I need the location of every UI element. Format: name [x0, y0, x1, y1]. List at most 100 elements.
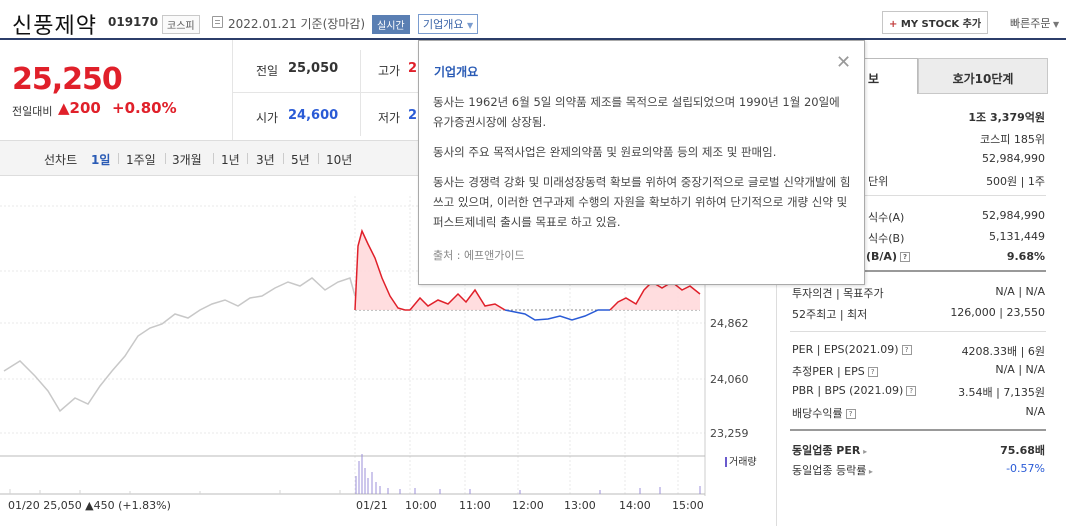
period-selector — [0, 140, 420, 176]
industry-per-value: 75.68배 — [1000, 444, 1045, 457]
quick-order-label: 빠른주문 — [1010, 17, 1051, 30]
period-3y[interactable]: 3년 — [256, 153, 275, 167]
period-5y[interactable]: 5년 — [291, 153, 310, 167]
industry-change-value: -0.57% — [1006, 462, 1045, 475]
x-tick: 01/21 — [356, 499, 388, 512]
y-tick: 23,259 — [710, 427, 749, 440]
row-divider — [790, 331, 1046, 332]
volume-bars-prev — [9, 489, 341, 494]
help-icon[interactable]: ? — [867, 367, 878, 377]
prev-close-label: 전일 — [256, 64, 279, 78]
calendar-icon — [212, 16, 223, 28]
prev-day-summary: 01/20 25,050 ▲450 (+1.83%) — [8, 499, 171, 512]
volume-bars — [355, 454, 701, 494]
mystock-label: MY STOCK 추가 — [900, 19, 982, 30]
plus-icon: + — [889, 19, 898, 30]
change-label: 전일대비 — [12, 105, 53, 118]
x-tick: 13:00 — [564, 499, 596, 512]
chevron-down-icon: ▼ — [466, 21, 474, 30]
quote-column-divider — [360, 50, 361, 136]
prev-close-value: 25,050 — [288, 61, 339, 76]
up-area — [355, 231, 700, 310]
quick-order-button[interactable]: 빠른주문 ▼ — [1010, 15, 1059, 31]
foreign-ratio-label: (B/A)? — [866, 250, 910, 263]
shares-value: 52,984,990 — [982, 152, 1045, 165]
unit-label: 단위 — [868, 175, 889, 188]
period-divider — [165, 153, 166, 164]
popup-paragraph: 동사는 경쟁력 강화 및 미래성장동력 확보를 위하여 중장기적으로 글로벌 신… — [433, 175, 851, 229]
help-icon[interactable]: ? — [906, 386, 917, 396]
company-name: 신풍제약 — [12, 14, 97, 39]
pbr-bps-label: PBR | BPS (2021.09)? — [792, 384, 917, 397]
mystock-add-button[interactable]: + MY STOCK 추가 — [882, 11, 989, 34]
per-eps-label: PER | EPS(2021.09)? — [792, 343, 912, 356]
period-10y[interactable]: 10년 — [326, 153, 353, 167]
up-line — [354, 228, 506, 311]
dividend-yield-label: 배당수익률? — [792, 405, 856, 421]
open-value: 24,600 — [288, 108, 339, 123]
low-value: 2 — [408, 108, 418, 123]
listed-shares-a-label: 식수(A) — [868, 211, 905, 224]
est-per-eps-value: N/A | N/A — [995, 363, 1045, 376]
row-divider — [790, 195, 1046, 196]
help-icon[interactable]: ? — [845, 409, 856, 419]
change-amount: ▲200 — [58, 99, 101, 117]
period-1y[interactable]: 1년 — [221, 153, 240, 167]
change-percent: +0.80% — [112, 99, 177, 117]
x-tick: 15:00 — [672, 499, 704, 512]
industry-change-label[interactable]: 동일업종 등락률 ▸ — [792, 464, 873, 477]
foreign-shares-b-label: 식수(B) — [868, 232, 905, 245]
section-divider — [790, 429, 1046, 431]
company-info-label: 기업개요 — [423, 18, 464, 31]
52w-value: 126,000 | 23,550 — [950, 306, 1045, 319]
x-tick: 14:00 — [619, 499, 651, 512]
tab-order-book[interactable]: 호가10단계 — [918, 58, 1048, 94]
period-divider — [318, 153, 319, 164]
low-label: 저가 — [378, 111, 401, 125]
period-3m[interactable]: 3개월 — [172, 153, 202, 167]
section-divider — [790, 270, 1046, 272]
stock-code: 019170 — [108, 15, 159, 29]
x-tick: 12:00 — [512, 499, 544, 512]
realtime-button[interactable]: 실시간 — [372, 15, 410, 34]
period-divider — [118, 153, 119, 164]
x-tick: 11:00 — [459, 499, 491, 512]
company-info-button[interactable]: 기업개요 ▼ — [418, 14, 479, 34]
header-divider — [0, 38, 1066, 40]
pbr-bps-value: 3.54배 | 7,135원 — [958, 386, 1045, 399]
help-icon[interactable]: ? — [899, 252, 910, 262]
est-per-eps-label: 추정PER | EPS? — [792, 363, 878, 379]
price-panel — [0, 40, 233, 140]
high-label: 고가 — [378, 64, 401, 78]
unit-value: 500원 | 1주 — [986, 175, 1045, 188]
company-overview-popup — [418, 40, 865, 285]
market-cap-value: 1조 3,379억원 — [968, 111, 1045, 124]
market-badge: 코스피 — [162, 15, 200, 34]
popup-paragraph: 동사는 1962년 6월 5일 의약품 제조를 목적으로 설립되었으며 1990… — [433, 95, 840, 129]
volume-label: 거래량 — [725, 453, 757, 468]
period-divider — [283, 153, 284, 164]
popup-source: 출처 : 에프앤가이드 — [433, 249, 525, 262]
current-price: 25,250 — [12, 62, 123, 97]
y-tick: 24,060 — [710, 373, 749, 386]
chevron-down-icon: ▼ — [1050, 20, 1060, 29]
x-tick: 10:00 — [405, 499, 437, 512]
down-line — [504, 309, 610, 321]
industry-per-label[interactable]: 동일업종 PER ▸ — [792, 444, 868, 457]
prev-day-line — [3, 277, 356, 413]
high-value: 2 — [408, 61, 418, 76]
period-1w[interactable]: 1주일 — [126, 153, 156, 167]
dividend-yield-value: N/A — [1025, 405, 1045, 418]
y-tick: 24,862 — [710, 317, 749, 330]
period-divider — [213, 153, 214, 164]
period-1d[interactable]: 1일 — [91, 153, 111, 167]
quote-row-divider — [233, 92, 419, 93]
close-icon[interactable]: ✕ — [836, 52, 852, 73]
popup-paragraph: 동사의 주요 목적사업은 완제의약품 및 원료의약품 등의 제조 및 판매임. — [433, 145, 777, 159]
base-date: 2022.01.21 기준(장마감) — [228, 17, 366, 31]
foreign-shares-b-value: 5,131,449 — [989, 230, 1045, 243]
line-chart-label: 선차트 — [44, 153, 78, 167]
help-icon[interactable]: ? — [901, 345, 912, 355]
per-eps-value: 4208.33배 | 6원 — [961, 345, 1045, 358]
opinion-value: N/A | N/A — [995, 285, 1045, 298]
